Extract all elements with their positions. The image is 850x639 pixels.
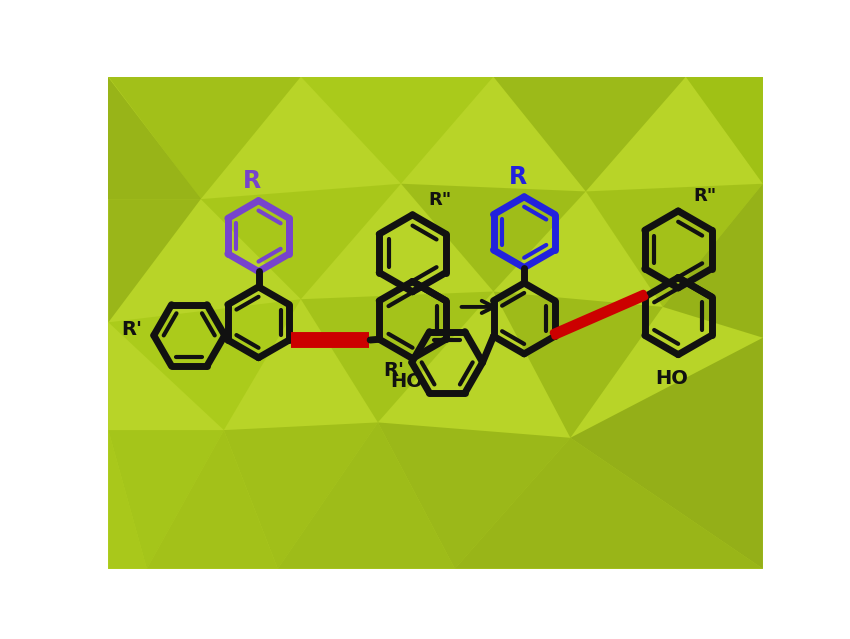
Polygon shape <box>201 183 401 299</box>
Polygon shape <box>224 422 378 569</box>
Polygon shape <box>109 77 201 199</box>
Text: R": R" <box>694 187 717 205</box>
Polygon shape <box>493 77 686 192</box>
Polygon shape <box>109 430 224 569</box>
Text: R": R" <box>428 190 451 209</box>
Polygon shape <box>301 291 493 422</box>
Polygon shape <box>147 430 278 569</box>
Polygon shape <box>278 422 455 569</box>
Polygon shape <box>109 430 147 569</box>
Polygon shape <box>301 77 493 183</box>
Polygon shape <box>686 77 762 183</box>
Polygon shape <box>455 438 762 569</box>
Polygon shape <box>586 183 762 307</box>
Text: R: R <box>243 169 262 193</box>
Text: R': R' <box>122 320 142 339</box>
Polygon shape <box>378 422 570 569</box>
Polygon shape <box>109 299 301 430</box>
Polygon shape <box>401 183 586 291</box>
Text: R': R' <box>383 360 404 380</box>
Polygon shape <box>686 77 762 183</box>
Polygon shape <box>570 337 762 569</box>
Polygon shape <box>493 291 663 438</box>
Polygon shape <box>663 183 762 337</box>
Text: R: R <box>509 165 527 189</box>
Text: HO: HO <box>390 373 422 391</box>
Polygon shape <box>109 199 201 322</box>
Text: HO: HO <box>655 369 688 387</box>
Polygon shape <box>109 77 301 199</box>
